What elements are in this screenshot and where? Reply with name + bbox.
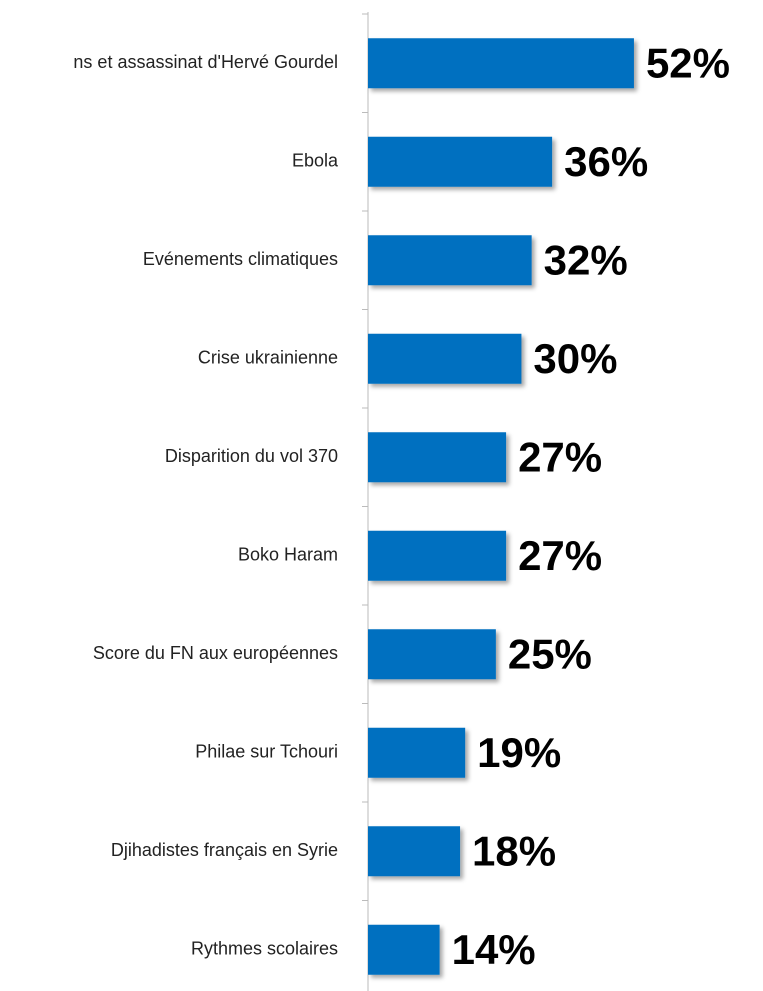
category-label: Disparition du vol 370 xyxy=(165,446,338,466)
category-label: ns et assassinat d'Hervé Gourdel xyxy=(73,52,338,72)
bar xyxy=(368,727,466,778)
value-label: 18% xyxy=(472,827,556,874)
bar xyxy=(368,530,507,581)
value-label: 19% xyxy=(477,729,561,776)
value-label: 36% xyxy=(564,138,648,185)
bar xyxy=(368,333,522,384)
bar xyxy=(368,235,532,286)
value-label: 52% xyxy=(646,39,730,86)
value-label: 27% xyxy=(518,532,602,579)
bar xyxy=(368,629,496,680)
category-label: Philae sur Tchouri xyxy=(195,742,338,762)
category-label: Boko Haram xyxy=(238,545,338,565)
value-label: 32% xyxy=(544,236,628,283)
bar xyxy=(368,924,440,975)
value-label: 27% xyxy=(518,433,602,480)
category-label: Evénements climatiques xyxy=(143,249,338,269)
category-label: Crise ukrainienne xyxy=(198,348,338,368)
category-label: Score du FN aux européennes xyxy=(93,643,338,663)
category-label: Djihadistes français en Syrie xyxy=(111,840,338,860)
value-label: 14% xyxy=(452,926,536,973)
bar xyxy=(368,826,461,877)
bar xyxy=(368,38,634,89)
value-label: 30% xyxy=(533,335,617,382)
bar xyxy=(368,136,553,187)
value-label: 25% xyxy=(508,630,592,677)
bar xyxy=(368,432,507,483)
category-label: Ebola xyxy=(292,151,339,171)
category-label: Rythmes scolaires xyxy=(191,939,338,959)
